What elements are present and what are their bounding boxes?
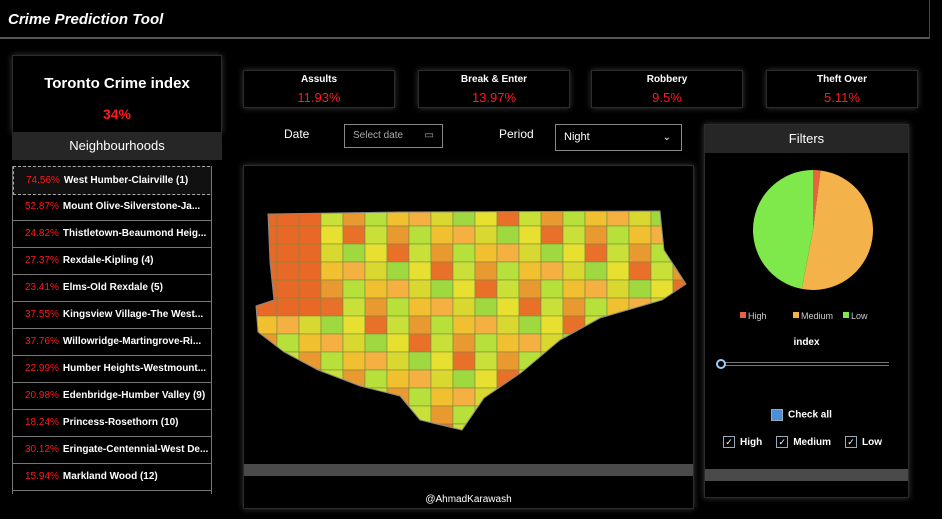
neighbourhood-item[interactable]: 24.82% Thistletown-Beaumond Heig... — [13, 220, 211, 248]
kpi-label: Robbery — [646, 74, 688, 85]
period-select[interactable]: Night ⌄ — [555, 124, 682, 151]
neighbourhood-item[interactable]: 15.94% Markland Wood (12) — [13, 463, 211, 491]
filter-option[interactable]: ✓ High — [723, 436, 763, 448]
neighbourhood-percent: 30.12% — [25, 444, 59, 455]
kpi-value: 9.5% — [652, 90, 682, 105]
period-label: Period — [499, 127, 534, 141]
kpi-value: 11.93% — [297, 90, 341, 105]
neighbourhood-item[interactable]: 30.12% Eringate-Centennial-West De... — [13, 436, 211, 464]
kpi-card: Theft Over 5.11% — [766, 70, 918, 108]
kpi-label: Break & Enter — [460, 74, 528, 85]
kpi-card: Break & Enter 13.97% — [418, 70, 570, 108]
neighbourhood-percent: 20.98% — [25, 390, 59, 401]
neighbourhood-item[interactable]: 37.55% Kingsview Village-The West... — [13, 301, 211, 329]
kpi-label: Theft Over — [816, 74, 867, 85]
neighbourhood-percent: 22.99% — [25, 363, 59, 374]
map-scrollbar — [244, 464, 693, 476]
slider-track[interactable] — [723, 362, 889, 366]
index-card: Toronto Crime index 34% — [12, 55, 222, 133]
neighbourhood-item[interactable]: 52.87% Mount Olive-Silverstone-Ja... — [13, 193, 211, 221]
neighbourhood-percent: 74.56% — [26, 175, 60, 186]
neighbourhood-item[interactable]: 18.24% Princess-Rosethorn (10) — [13, 409, 211, 437]
neighbourhood-percent: 18.24% — [25, 417, 59, 428]
calendar-icon: ▭ — [424, 130, 434, 141]
kpi-label: Assults — [300, 74, 338, 85]
neighbourhood-name: Thistletown-Beaumond Heig... — [62, 228, 207, 239]
checkbox — [771, 409, 783, 421]
neighbourhood-name: Willowridge-Martingrove-Ri... — [62, 336, 202, 347]
filters-title: Filters — [705, 125, 908, 153]
neighbourhood-percent: 37.55% — [25, 309, 59, 320]
checkbox: ✓ — [845, 436, 857, 448]
period-value: Night — [564, 131, 590, 143]
checkbox: ✓ — [776, 436, 789, 448]
filters-panel: Filters index Check all ✓ High ✓ Medium ✓ Low — [704, 124, 909, 498]
option-row: ✓ High ✓ Medium ✓ Low — [723, 436, 896, 448]
neighbourhood-name: Kingsview Village-The West... — [62, 309, 204, 320]
slider-handle[interactable] — [716, 359, 726, 369]
kpi-value: 13.97% — [471, 90, 517, 105]
neighbourhood-percent: 23.41% — [25, 282, 59, 293]
neighbourhood-list: 74.56% West Humber-Clairville (1) 52.87% Mo… — [12, 166, 212, 494]
neighbourhood-name: Rexdale-Kipling (4) — [62, 255, 154, 266]
neighbourhood-name: Mount Olive-Silverstone-Ja... — [62, 201, 201, 212]
kpi-value: 5.11% — [824, 90, 860, 105]
header-bar: Crime Prediction Tool — [0, 0, 930, 39]
checkbox: ✓ — [723, 436, 735, 448]
slider-label: index — [793, 337, 820, 348]
neighbourhood-item[interactable]: 22.99% Humber Heights-Westmount... — [13, 355, 211, 383]
map-credit: @AhmadKarawash — [425, 494, 512, 505]
index-title: Toronto Crime index — [44, 75, 190, 92]
neighbourhood-name: Elms-Old Rexdale (5) — [62, 282, 163, 293]
neighbourhood-item[interactable]: 74.56% West Humber-Clairville (1) — [13, 166, 211, 195]
neighbourhood-name: Edenbridge-Humber Valley (9) — [62, 390, 206, 401]
date-label: Date — [284, 127, 310, 141]
app-title: Crime Prediction Tool — [8, 11, 164, 28]
index-value: 34% — [102, 106, 132, 122]
date-input[interactable]: Select date ▭ — [344, 124, 443, 148]
kpi-card: Robbery 9.5% — [591, 70, 743, 108]
neighbourhood-percent: 27.37% — [25, 255, 59, 266]
neighbourhood-name: Humber Heights-Westmount... — [62, 363, 207, 374]
date-placeholder: Select date — [353, 130, 404, 141]
check-all[interactable]: Check all — [771, 409, 832, 421]
map-panel: @AhmadKarawash — [243, 165, 694, 509]
neighbourhood-item[interactable]: 20.98% Edenbridge-Humber Valley (9) — [13, 382, 211, 410]
filter-option[interactable]: ✓ Low — [845, 436, 882, 448]
neighbourhood-name: West Humber-Clairville (1) — [63, 175, 189, 186]
filter-option[interactable]: ✓ Medium — [776, 436, 831, 448]
neighbourhood-percent: 15.94% — [25, 471, 59, 482]
filters-scrollbar — [705, 469, 908, 481]
neighbourhood-percent: 24.82% — [25, 228, 59, 239]
dropdown-arrow: ⌄ — [662, 132, 671, 143]
check-all-label: Check all — [788, 409, 832, 421]
neighbourhood-name: Markland Wood (12) — [62, 471, 158, 482]
neighbourhoods-header: Neighbourhoods — [12, 132, 222, 160]
neighbourhood-name: Eringate-Centennial-West De... — [62, 444, 209, 455]
kpi-card: Assults 11.93% — [243, 70, 395, 108]
option-label: Low — [862, 436, 882, 448]
neighbourhood-percent: 37.76% — [25, 336, 59, 347]
neighbourhood-name: Princess-Rosethorn (10) — [62, 417, 179, 428]
neighbourhood-percent: 52.87% — [25, 201, 59, 212]
neighbourhood-item[interactable]: 27.37% Rexdale-Kipling (4) — [13, 247, 211, 275]
option-label: Medium — [793, 436, 831, 448]
option-label: High — [740, 436, 763, 448]
neighbourhood-item[interactable]: 37.76% Willowridge-Martingrove-Ri... — [13, 328, 211, 356]
neighbourhood-item[interactable]: 23.41% Elms-Old Rexdale (5) — [13, 274, 211, 302]
